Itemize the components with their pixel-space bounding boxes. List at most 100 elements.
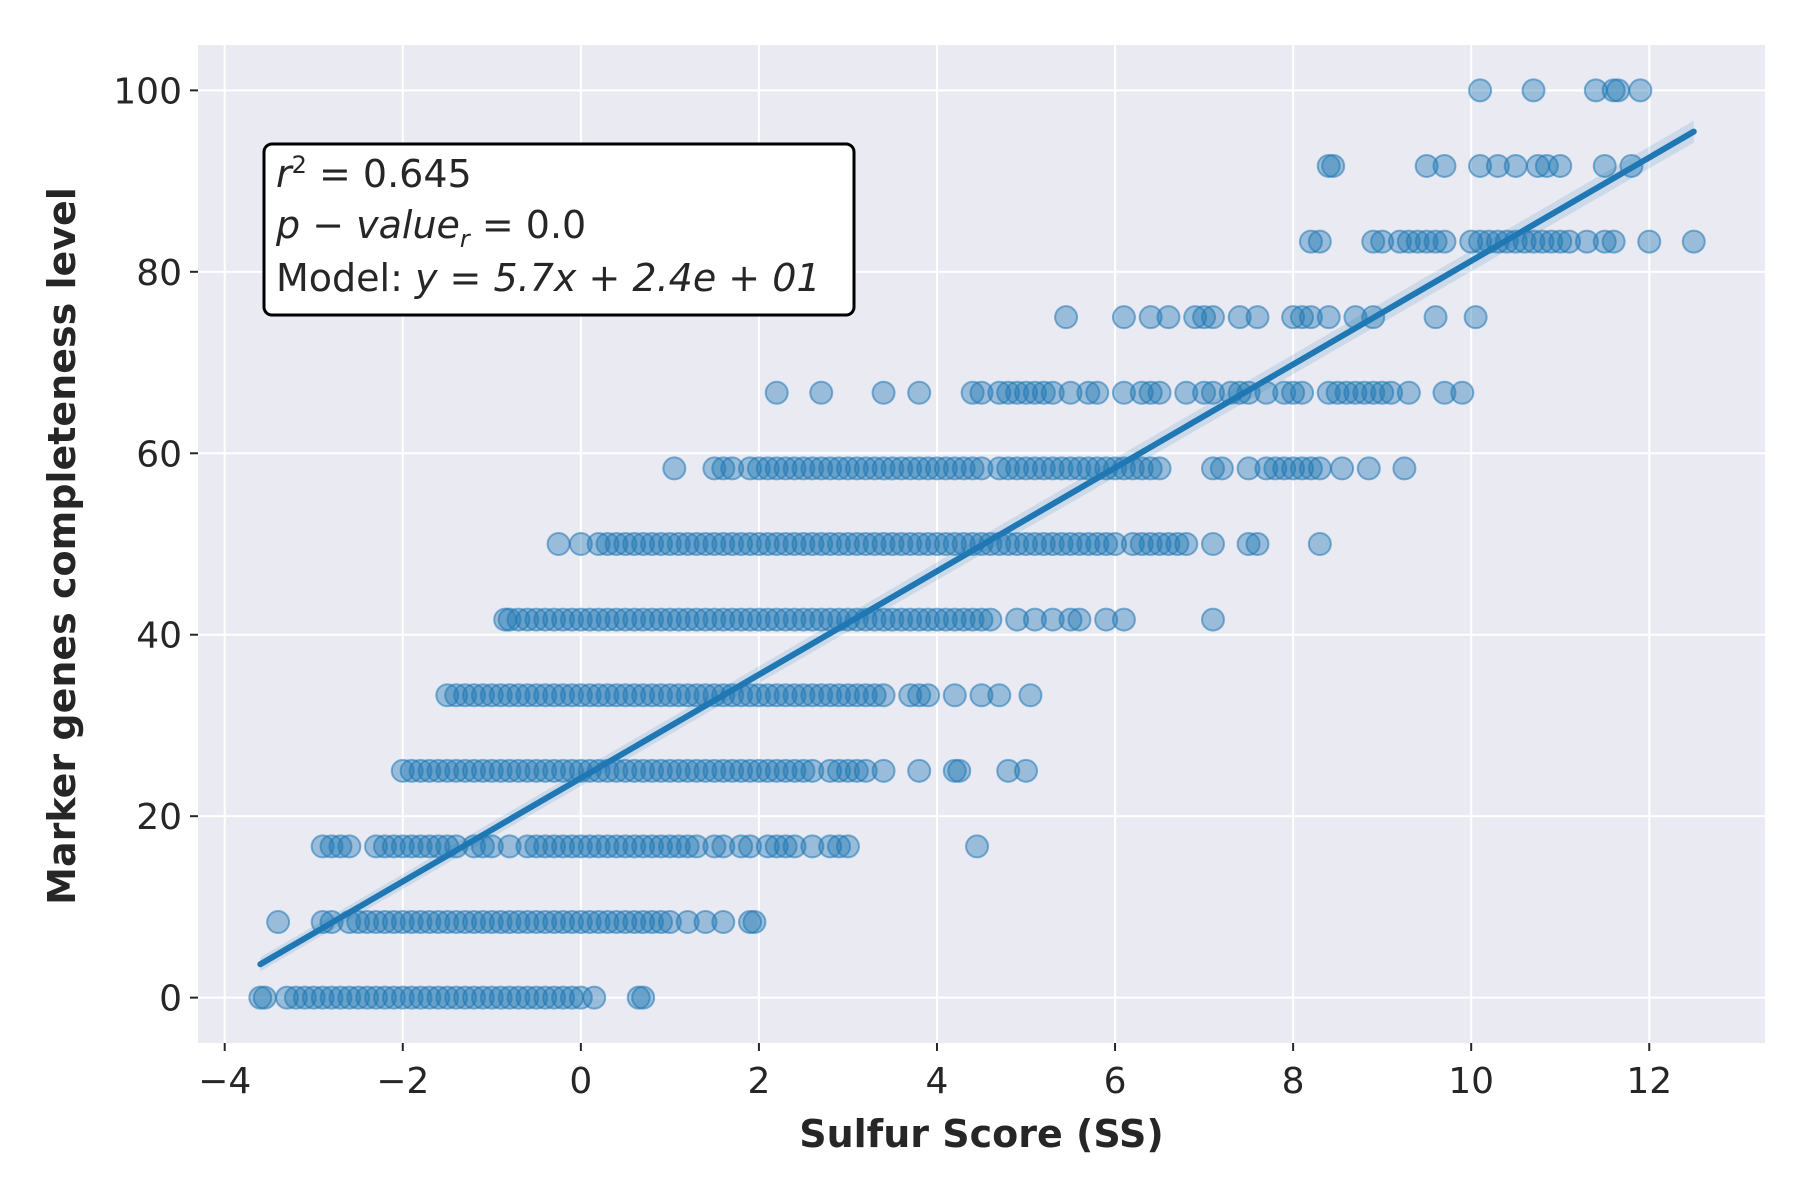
data-point	[666, 683, 691, 708]
data-point	[252, 985, 277, 1010]
data-point	[1040, 456, 1065, 481]
data-point	[586, 607, 611, 632]
data-point	[916, 532, 941, 556]
data-point	[924, 607, 949, 632]
data-point	[462, 910, 487, 935]
data-point	[390, 985, 415, 1010]
data-point	[586, 910, 611, 935]
data-point	[1370, 229, 1395, 254]
data-point	[515, 834, 540, 859]
data-point	[738, 532, 763, 556]
data-point	[355, 985, 380, 1010]
data-point	[1485, 153, 1510, 178]
x-tick-label: 10	[1448, 1061, 1494, 1102]
data-point	[1209, 456, 1234, 481]
data-point	[372, 910, 397, 935]
data-point	[1343, 380, 1368, 405]
data-point	[657, 607, 682, 632]
data-point	[782, 758, 807, 783]
data-point	[800, 683, 825, 708]
data-point	[399, 985, 424, 1010]
data-point	[880, 456, 905, 481]
data-point	[1539, 229, 1564, 254]
data-point	[791, 607, 816, 632]
data-point	[515, 607, 540, 632]
data-point	[390, 910, 415, 935]
data-point	[738, 456, 763, 481]
data-point	[1396, 229, 1421, 254]
data-point	[862, 456, 887, 481]
data-point	[364, 985, 389, 1010]
data-point	[800, 834, 825, 859]
data-point	[1637, 229, 1662, 254]
data-point	[551, 683, 576, 708]
data-point	[631, 910, 656, 935]
y-tick-label: 100	[113, 71, 182, 112]
data-point	[871, 758, 896, 783]
y-tick-label: 40	[136, 616, 182, 657]
data-point	[1503, 153, 1528, 178]
data-point	[675, 834, 700, 859]
y-axis-title: Marker genes completeness level	[40, 187, 84, 905]
data-point	[1592, 229, 1617, 254]
data-point	[506, 985, 531, 1010]
data-point	[1628, 78, 1653, 103]
regression-layer	[257, 120, 1697, 972]
data-point	[898, 607, 923, 632]
data-point	[933, 456, 958, 481]
data-point	[1298, 456, 1323, 481]
model-formula: y = 5.7x + 2.4e + 01	[414, 256, 821, 300]
data-point	[657, 834, 682, 859]
data-point	[648, 607, 673, 632]
data-point	[515, 985, 540, 1010]
data-point	[319, 985, 344, 1010]
data-point	[1022, 456, 1047, 481]
data-point	[853, 758, 878, 783]
data-point	[809, 456, 834, 481]
data-point	[283, 985, 308, 1010]
data-point	[444, 910, 469, 935]
data-point	[586, 683, 611, 708]
data-point	[773, 607, 798, 632]
data-point	[1356, 456, 1381, 481]
data-point	[965, 834, 990, 859]
data-point	[1111, 305, 1136, 330]
data-point	[1200, 380, 1225, 405]
data-point	[1174, 380, 1199, 405]
data-point	[417, 834, 442, 859]
data-point	[657, 683, 682, 708]
data-point	[1606, 78, 1631, 103]
data-point	[542, 607, 567, 632]
data-point	[604, 910, 629, 935]
data-point	[675, 607, 700, 632]
data-point	[933, 607, 958, 632]
data-point	[862, 683, 887, 708]
data-point	[996, 456, 1021, 481]
data-point	[818, 532, 843, 556]
data-point	[622, 532, 647, 556]
data-point	[675, 683, 700, 708]
data-point	[542, 985, 567, 1010]
data-point	[693, 758, 718, 783]
data-point	[497, 985, 522, 1010]
data-point	[782, 607, 807, 632]
data-point	[1290, 380, 1315, 405]
data-point	[746, 683, 771, 708]
data-point	[640, 607, 665, 632]
data-point	[916, 456, 941, 481]
data-point	[1138, 380, 1163, 405]
data-point	[1321, 153, 1346, 178]
data-point	[827, 758, 852, 783]
data-point	[399, 834, 424, 859]
data-point	[497, 910, 522, 935]
data-point	[1085, 380, 1110, 405]
data-point	[1174, 532, 1199, 556]
data-point	[666, 834, 691, 859]
data-point	[372, 985, 397, 1010]
data-point	[871, 456, 896, 481]
data-point	[453, 985, 478, 1010]
data-point	[684, 532, 709, 556]
data-point	[479, 985, 504, 1010]
data-point	[470, 758, 495, 783]
